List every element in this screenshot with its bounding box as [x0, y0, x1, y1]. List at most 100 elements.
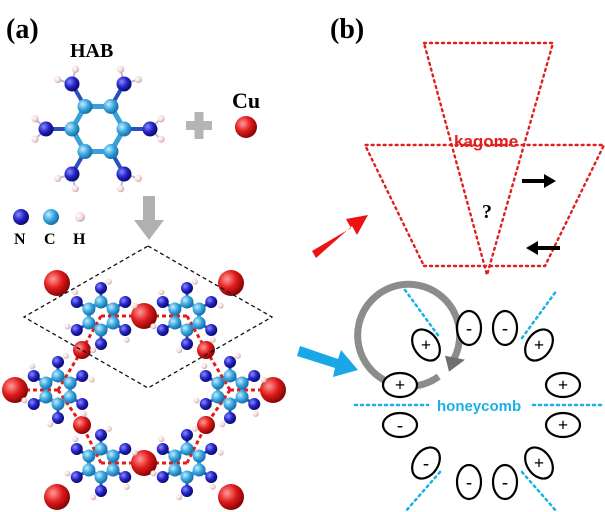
n-atom: [76, 398, 89, 410]
legend-h-atom: [75, 212, 85, 222]
h-atom: [234, 352, 241, 359]
n-atom: [205, 443, 218, 455]
circulation-arrow: [354, 280, 464, 390]
charge-site: +: [381, 371, 419, 399]
hab-label: HAB: [70, 40, 113, 62]
n-atom: [95, 429, 107, 441]
charge-ellipse: [524, 446, 554, 480]
charge-ellipse: [381, 411, 419, 439]
n-atom: [95, 338, 107, 350]
h-atom: [217, 449, 224, 456]
hab-unit: [21, 352, 95, 428]
charge-ellipse: [411, 328, 441, 362]
n-atom: [181, 338, 193, 350]
h-atom: [64, 470, 71, 477]
c-atom: [106, 316, 120, 330]
c-atom: [223, 369, 237, 383]
n-atom: [27, 398, 40, 410]
c-atom: [211, 376, 225, 390]
h-atom: [123, 483, 130, 490]
c-atom: [51, 369, 65, 383]
h-atom: [260, 376, 267, 383]
arrow-left-icon: [526, 241, 560, 255]
h-atom: [105, 278, 112, 285]
cu-atom: [73, 416, 91, 434]
charge-sign: -: [423, 453, 429, 473]
honeycomb-bond: [520, 470, 559, 512]
c-atom: [168, 463, 182, 477]
plus-icon: [186, 112, 212, 139]
c-atom: [192, 316, 206, 330]
charge-site: +: [544, 371, 582, 399]
c-atom: [82, 463, 96, 477]
n-atom: [224, 412, 236, 424]
h-atom: [157, 115, 165, 123]
h-atom: [54, 75, 62, 84]
honeycomb-bond: [403, 288, 442, 340]
arrow-right-down-icon: [297, 346, 358, 377]
legend-n-atom: [13, 209, 29, 225]
n-atom: [116, 166, 132, 182]
charge-sign: -: [466, 472, 472, 492]
c-atom: [223, 397, 237, 411]
cu-atom: [2, 377, 28, 403]
c-atom: [63, 390, 77, 404]
c-atom: [103, 98, 119, 114]
cu-atom: [73, 341, 91, 359]
hab-unit: [64, 425, 138, 501]
charge-sign: +: [395, 375, 405, 395]
legend-c-label: C: [44, 231, 56, 248]
n-atom: [52, 356, 64, 368]
h-atom: [71, 65, 79, 73]
n-atom: [156, 471, 169, 483]
h-atom: [131, 302, 138, 309]
h-atom: [176, 347, 183, 354]
panel-a-label: (a): [6, 14, 39, 45]
charge-site: -: [455, 463, 483, 501]
hab-unit: [150, 278, 224, 354]
n-atom: [64, 76, 80, 92]
legend-c-atom: [43, 209, 59, 225]
legend-h-label: H: [73, 231, 86, 248]
c-atom: [116, 121, 132, 137]
n-atom: [27, 370, 40, 382]
c-atom: [63, 376, 77, 390]
charge-ellipse: [455, 309, 483, 347]
charge-sign: -: [397, 415, 403, 435]
charge-sign: +: [558, 375, 568, 395]
n-atom: [64, 166, 80, 182]
c-atom: [82, 302, 96, 316]
charge-sign: +: [558, 415, 568, 435]
n-atom: [52, 412, 64, 424]
cu-atom: [235, 116, 257, 138]
charge-ellipse: [491, 309, 519, 347]
n-atom: [156, 296, 169, 308]
panel-b-label: (b): [330, 14, 364, 45]
unit-cell: [22, 245, 274, 389]
hab-unit: [64, 278, 138, 354]
hab-molecule: [31, 65, 165, 193]
n-atom: [199, 370, 212, 382]
h-atom: [21, 397, 28, 404]
arrow-right-up-icon: [312, 215, 368, 258]
c-atom: [94, 295, 108, 309]
circulation-arrowhead-icon: [444, 355, 465, 372]
h-atom: [117, 65, 125, 73]
n-atom: [119, 296, 132, 308]
n-atom: [142, 121, 158, 137]
h-atom: [134, 75, 142, 84]
h-atom: [219, 421, 226, 428]
c-atom: [168, 302, 182, 316]
n-atom: [205, 324, 218, 336]
n-atom: [156, 443, 169, 455]
h-atom: [105, 425, 112, 432]
c-atom: [168, 449, 182, 463]
h-atom: [80, 410, 87, 417]
n-atom: [70, 443, 83, 455]
charge-sign: +: [534, 335, 544, 355]
h-atom: [150, 470, 157, 477]
charge-sign: -: [466, 318, 472, 338]
charge-ellipse: [544, 371, 582, 399]
c-atom: [94, 442, 108, 456]
